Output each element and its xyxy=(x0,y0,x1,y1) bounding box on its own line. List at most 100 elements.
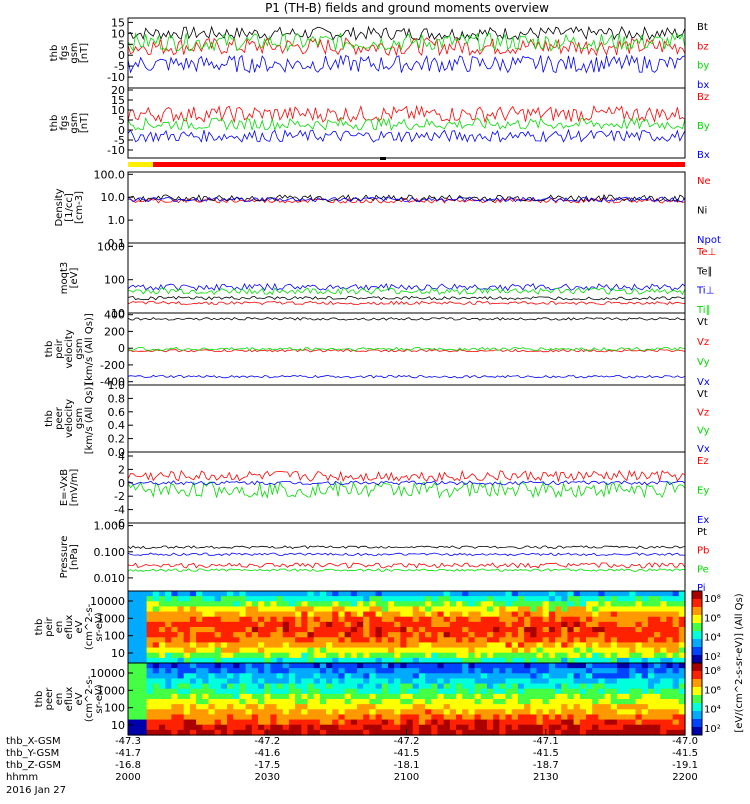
heatmap-cell xyxy=(555,693,562,700)
heatmap-cell xyxy=(307,668,315,674)
heatmap-cell xyxy=(387,688,395,695)
heatmap-cell xyxy=(307,719,315,726)
y-axis-label-line: [1/cc] xyxy=(64,193,75,222)
heatmap-cell xyxy=(208,699,216,705)
heatmap-cell xyxy=(493,673,500,680)
heatmap-cell xyxy=(165,596,172,602)
heatmap-cell xyxy=(208,724,216,731)
heatmap-cell xyxy=(332,724,340,731)
heatmap-cell xyxy=(295,606,302,613)
heatmap-cell xyxy=(208,632,216,638)
heatmap-cell xyxy=(462,688,469,695)
y-axis-label-line: en xyxy=(54,693,65,706)
heatmap-cell xyxy=(350,663,358,669)
heatmap-cell xyxy=(462,668,469,674)
heatmap-cell xyxy=(592,699,599,705)
y-tick-label: 10.0 xyxy=(101,191,126,204)
heatmap-cell xyxy=(449,606,457,613)
heatmap-cell xyxy=(647,591,655,597)
legend-label: By xyxy=(697,121,710,132)
heatmap-cell xyxy=(344,652,352,659)
heatmap-cell xyxy=(288,678,296,685)
heatmap-cell xyxy=(406,627,414,633)
heatmap-cell xyxy=(319,616,327,623)
heatmap-cell xyxy=(530,673,538,680)
heatmap-cell xyxy=(604,596,612,602)
heatmap-cell xyxy=(313,606,321,613)
heatmap-cell xyxy=(208,719,216,726)
heatmap-cell xyxy=(666,709,674,716)
heatmap-cell xyxy=(264,678,271,685)
y-tick-label: 100 xyxy=(104,702,125,715)
legend-label: Bx xyxy=(697,150,710,161)
heatmap-cell xyxy=(350,657,358,664)
heatmap-cell xyxy=(592,591,599,597)
heatmap-cell xyxy=(313,601,321,608)
heatmap-cell xyxy=(406,611,414,618)
heatmap-cell xyxy=(344,688,352,695)
heatmap-cell xyxy=(245,663,253,669)
heatmap-cell xyxy=(344,663,352,669)
heatmap-cell xyxy=(666,704,674,710)
heatmap-cell xyxy=(152,714,160,721)
heatmap-cell xyxy=(641,724,649,731)
y-axis-label-line: thb xyxy=(44,410,55,427)
heatmap-cell xyxy=(350,621,358,628)
heatmap-cell xyxy=(381,693,389,700)
heatmap-cell xyxy=(660,663,668,669)
heatmap-cell xyxy=(196,647,203,654)
heatmap-cell xyxy=(647,606,655,613)
heatmap-cell xyxy=(555,632,562,638)
heatmap-cell xyxy=(542,714,550,721)
heatmap-cell xyxy=(282,627,290,633)
heatmap-cell xyxy=(326,704,333,710)
heatmap-cell xyxy=(462,632,469,638)
heatmap-cell xyxy=(486,611,494,618)
heatmap-cell xyxy=(245,668,253,674)
heatmap-cell xyxy=(332,627,340,633)
heatmap-cell xyxy=(276,673,284,680)
heatmap-cell xyxy=(165,673,172,680)
heatmap-cell xyxy=(202,637,210,644)
heatmap-cell xyxy=(134,596,141,602)
heatmap-cell xyxy=(128,678,135,685)
heatmap-cell xyxy=(592,632,599,638)
heatmap-cell xyxy=(548,668,556,674)
heatmap-cell xyxy=(381,637,389,644)
heatmap-cell xyxy=(623,724,630,731)
heatmap-cell xyxy=(183,714,191,721)
heatmap-cell xyxy=(499,652,507,659)
colorbar-label: [eV/(cm^2-s-sr-eV)] (All Qs) xyxy=(734,593,745,732)
heatmap-cell xyxy=(183,627,191,633)
heatmap-cell xyxy=(375,652,383,659)
heatmap-cell xyxy=(486,714,494,721)
heatmap-cell xyxy=(610,652,618,659)
y-tick-label: 4 xyxy=(118,450,125,463)
heatmap-cell xyxy=(499,678,507,685)
heatmap-cell xyxy=(202,724,210,731)
heatmap-cell xyxy=(196,591,203,597)
heatmap-cell xyxy=(604,688,612,695)
heatmap-cell xyxy=(437,714,445,721)
heatmap-cell xyxy=(363,724,370,731)
heatmap-cell xyxy=(505,729,513,736)
heatmap-cell xyxy=(183,673,191,680)
heatmap-cell xyxy=(282,688,290,695)
heatmap-cell xyxy=(152,729,160,736)
heatmap-cell xyxy=(270,601,278,608)
heatmap-cell xyxy=(394,663,401,669)
heatmap-cell xyxy=(158,673,166,680)
heatmap-cell xyxy=(381,668,389,674)
heatmap-cell xyxy=(177,606,185,613)
heatmap-cell xyxy=(672,621,680,628)
heatmap-cell xyxy=(208,714,216,721)
heatmap-cell xyxy=(332,719,340,726)
heatmap-cell xyxy=(307,632,315,638)
heatmap-cell xyxy=(641,621,649,628)
heatmap-cell xyxy=(381,714,389,721)
heatmap-cell xyxy=(338,621,346,628)
heatmap-cell xyxy=(344,596,352,602)
heatmap-cell xyxy=(524,709,531,716)
heatmap-cell xyxy=(474,596,482,602)
